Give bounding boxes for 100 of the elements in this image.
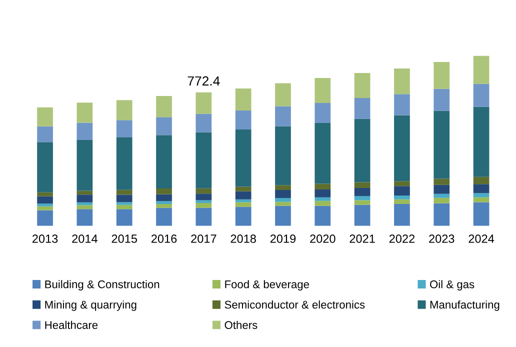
bar [434, 194, 450, 198]
bar [394, 195, 410, 200]
bar [314, 200, 331, 206]
legend-label: Mining & quarrying [45, 300, 136, 311]
legend-label: Others [224, 320, 258, 329]
bar [473, 193, 490, 198]
bar [116, 194, 132, 202]
bar [473, 106, 490, 177]
bar [235, 129, 252, 187]
bar [473, 84, 490, 107]
bar [156, 135, 172, 188]
bar [37, 204, 53, 206]
bar [156, 208, 172, 226]
legend-label: Semiconductor & electronics [224, 300, 365, 309]
bar [473, 184, 490, 194]
x-tick-label: 2019 [270, 234, 296, 243]
bar [116, 137, 132, 190]
bar [394, 186, 410, 196]
bar [116, 209, 132, 226]
x-tick-label: 2015 [112, 234, 137, 243]
bar [196, 200, 212, 203]
bar [354, 188, 370, 196]
legend-label: Manufacturing [430, 300, 500, 311]
bar [314, 123, 331, 184]
bar [116, 100, 132, 120]
bar [354, 98, 370, 119]
bar [314, 197, 331, 201]
bar [434, 203, 450, 226]
bar [76, 122, 93, 140]
x-tick-label: 2024 [468, 234, 494, 243]
bar [394, 204, 410, 226]
bar [156, 201, 172, 204]
bar [37, 126, 53, 142]
bar [473, 202, 490, 226]
bar [116, 190, 132, 195]
bar [275, 202, 291, 206]
x-tick-label: 2014 [72, 234, 98, 243]
bar [196, 132, 212, 188]
x-tick-label: 2020 [310, 234, 336, 243]
bar [196, 92, 212, 114]
x-tick-label: 2018 [230, 234, 256, 243]
bar [434, 110, 450, 179]
bar [314, 184, 331, 190]
bar [275, 83, 291, 106]
bar [37, 142, 53, 192]
x-tick-label: 2016 [151, 234, 177, 243]
bar [314, 102, 331, 124]
x-tick-label: 2021 [350, 234, 375, 243]
bar [275, 206, 291, 226]
bar [116, 202, 132, 205]
bar [116, 204, 132, 210]
bar [156, 194, 172, 202]
bar [354, 200, 370, 205]
bar [235, 199, 252, 202]
bar [76, 209, 93, 226]
bar [156, 96, 172, 118]
bar [37, 196, 53, 204]
bar [394, 115, 410, 182]
bar [76, 102, 93, 123]
legend-label: Food & beverage [225, 280, 310, 290]
bar [434, 198, 450, 204]
x-tick-label: 2013 [32, 234, 58, 243]
bar [473, 197, 490, 202]
bar [473, 56, 490, 84]
bar [235, 186, 252, 192]
bar [394, 199, 410, 204]
bar [314, 206, 331, 226]
bar [235, 110, 252, 130]
bar [434, 178, 450, 185]
x-tick-label: 2017 [191, 234, 216, 243]
bar [394, 68, 410, 94]
bar [235, 206, 252, 226]
bar [275, 185, 291, 190]
bar [354, 196, 370, 200]
bar [196, 202, 212, 208]
bar [76, 140, 93, 191]
legend-label: Oil & gas [430, 280, 474, 290]
legend-label: Healthcare [45, 320, 98, 329]
bar [235, 191, 252, 200]
bar [196, 188, 212, 194]
bar [196, 194, 212, 200]
bar [37, 210, 53, 226]
bar [314, 190, 331, 198]
bar [76, 202, 93, 206]
bar [76, 194, 93, 202]
bar [235, 202, 252, 207]
bar [116, 120, 132, 138]
bar [76, 205, 93, 210]
annotation: 772.4 [188, 76, 220, 86]
bar [37, 206, 53, 210]
legend-label: Building & Construction [45, 280, 160, 290]
bar [37, 107, 53, 126]
bar [434, 88, 450, 111]
bar [434, 62, 450, 89]
bar [354, 182, 370, 188]
bar [196, 114, 212, 132]
bar [434, 184, 450, 194]
bar [156, 117, 172, 136]
bar [314, 78, 331, 103]
bar [37, 192, 53, 196]
